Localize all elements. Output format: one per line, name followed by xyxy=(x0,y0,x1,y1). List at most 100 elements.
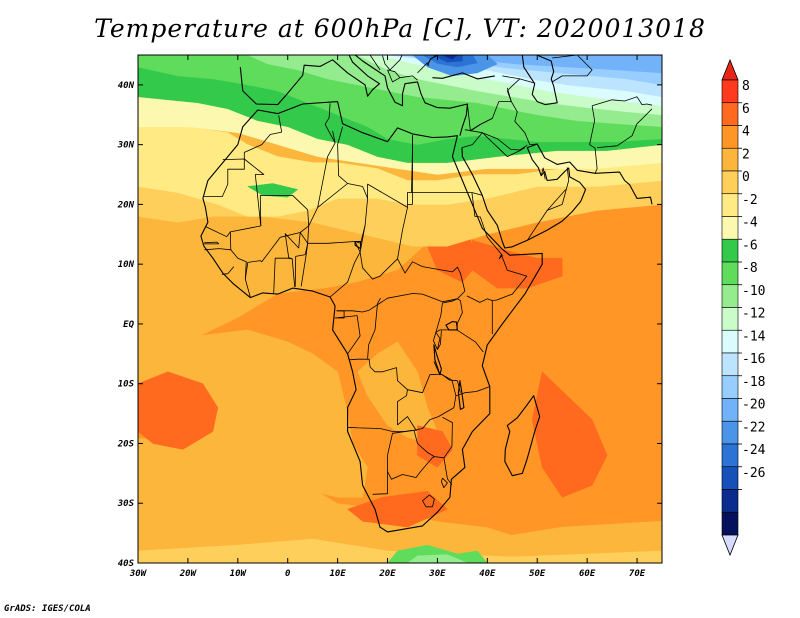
grads-credit: GrADS: IGES/COLA xyxy=(4,604,91,614)
colorbar-label: -8 xyxy=(742,261,758,276)
arabia-coastline xyxy=(461,143,653,249)
colorbar-label: -14 xyxy=(742,329,766,344)
y-tick-label: 10S xyxy=(118,380,135,390)
x-tick-label: 30E xyxy=(428,569,446,579)
field-region-7 xyxy=(417,425,453,468)
coastlines xyxy=(200,55,653,533)
border-35 xyxy=(434,416,453,459)
y-tick-label: 40S xyxy=(118,559,135,569)
europe-coastline xyxy=(239,55,381,106)
colorbar-label: -22 xyxy=(742,420,765,435)
lake-outline-1 xyxy=(433,344,442,376)
black-sea-north-coast xyxy=(426,55,470,66)
border-21 xyxy=(466,192,528,303)
colorbar-swatch xyxy=(721,193,739,217)
border-14 xyxy=(397,192,472,259)
border-18 xyxy=(317,130,336,208)
border-60 xyxy=(411,135,413,193)
chart-title: Temperature at 600hPa [C], VT: 202001301… xyxy=(94,14,706,43)
colorbar-label: 6 xyxy=(742,102,750,117)
y-tick-label: EQ xyxy=(123,320,134,330)
border-7 xyxy=(273,257,296,293)
border-49 xyxy=(382,55,403,71)
y-tick-label: 20S xyxy=(117,439,135,449)
border-27 xyxy=(347,353,408,425)
colorbar-label: 8 xyxy=(742,79,750,94)
border-15 xyxy=(367,183,408,208)
colorbar-label: 4 xyxy=(742,125,750,140)
border-43 xyxy=(461,129,483,148)
border-63 xyxy=(502,75,521,92)
colorbar-label: -20 xyxy=(742,398,765,413)
colorbar-swatch xyxy=(721,443,739,468)
border-59 xyxy=(471,192,483,196)
east-med-coastline xyxy=(354,55,468,136)
y-axis-ticks: 40N 30N 20N 10N EQ 10S 20S 30S 40S xyxy=(117,81,662,569)
border-46 xyxy=(417,62,430,74)
border-13 xyxy=(336,225,466,313)
colorbar-label: 2 xyxy=(742,147,750,162)
colorbar-label: -10 xyxy=(742,284,765,299)
colorbar-swatch xyxy=(721,238,739,263)
colorbar-label: -18 xyxy=(742,375,765,390)
x-tick-label: 50E xyxy=(529,569,546,579)
colorbar-bottom-arrow xyxy=(721,534,739,557)
field-region-5 xyxy=(347,491,448,528)
border-17 xyxy=(337,126,348,184)
colorbar-swatch xyxy=(721,125,739,149)
border-9 xyxy=(284,232,301,260)
colorbar: 8 6 4 2 0 -2 -4 -6 -8 -10 -12 -14 -16 -18 -20 -22 -24 -26 xyxy=(721,58,766,557)
border-53 xyxy=(591,96,653,107)
temperature-field xyxy=(138,55,662,563)
x-tick-label: 30W xyxy=(129,569,148,579)
border-41 xyxy=(440,477,448,489)
border-11 xyxy=(307,183,368,244)
colorbar-label: -24 xyxy=(742,443,766,458)
field-region-26 xyxy=(247,183,299,198)
colorbar-label: -16 xyxy=(742,352,765,367)
colorbar-swatch xyxy=(721,329,739,354)
border-26 xyxy=(437,330,442,350)
x-tick-label: 10W xyxy=(230,569,248,579)
border-33 xyxy=(397,416,417,432)
colorbar-swatch xyxy=(721,466,739,490)
border-44 xyxy=(482,132,528,151)
border-20 xyxy=(324,103,336,144)
y-tick-label: 30S xyxy=(117,499,135,509)
y-tick-label: 30N xyxy=(117,141,135,151)
border-39 xyxy=(433,361,442,376)
border-48 xyxy=(387,69,401,83)
colorbar-swatch xyxy=(721,284,739,308)
x-tick-label: 60E xyxy=(579,569,596,579)
border-8 xyxy=(294,232,309,287)
colorbar-label: -2 xyxy=(742,193,758,208)
border-2 xyxy=(244,194,310,298)
x-tick-label: 0 xyxy=(285,569,291,579)
border-32 xyxy=(387,429,435,480)
colorbar-swatch xyxy=(721,261,739,286)
x-tick-label: 10E xyxy=(329,569,346,579)
colorbar-swatch xyxy=(721,511,739,536)
border-62 xyxy=(519,78,535,84)
x-axis-ticks: 30W 20W 10W 0 10E 20E 30E 40E 50E 60E 70E xyxy=(129,55,646,579)
colorbar-swatch xyxy=(721,170,739,195)
caspian-coastline xyxy=(521,55,558,106)
colorbar-swatch xyxy=(721,352,739,377)
x-tick-label: 40E xyxy=(479,569,496,579)
field-region-4 xyxy=(531,371,608,498)
country-borders xyxy=(202,55,653,508)
colorbar-swatch xyxy=(721,307,739,331)
border-6 xyxy=(221,266,235,275)
border-28 xyxy=(367,298,381,359)
border-55 xyxy=(547,167,570,211)
y-tick-label: 10N xyxy=(118,260,135,270)
border-52 xyxy=(589,105,598,174)
colorbar-swatch xyxy=(721,216,739,240)
border-12 xyxy=(354,198,368,244)
colorbar-label: -26 xyxy=(742,466,765,481)
x-tick-label: 20W xyxy=(179,569,198,579)
border-29 xyxy=(334,310,361,355)
x-tick-label: 70E xyxy=(629,569,646,579)
plot-frame xyxy=(137,54,663,564)
field-region-27 xyxy=(387,544,488,563)
